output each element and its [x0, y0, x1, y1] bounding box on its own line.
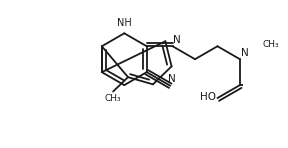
Text: N: N	[168, 74, 176, 84]
Text: NH: NH	[117, 18, 132, 28]
Text: N: N	[173, 35, 181, 45]
Text: HO: HO	[200, 92, 216, 102]
Text: N: N	[241, 48, 248, 58]
Text: CH₃: CH₃	[105, 94, 122, 103]
Text: CH₃: CH₃	[263, 40, 279, 49]
